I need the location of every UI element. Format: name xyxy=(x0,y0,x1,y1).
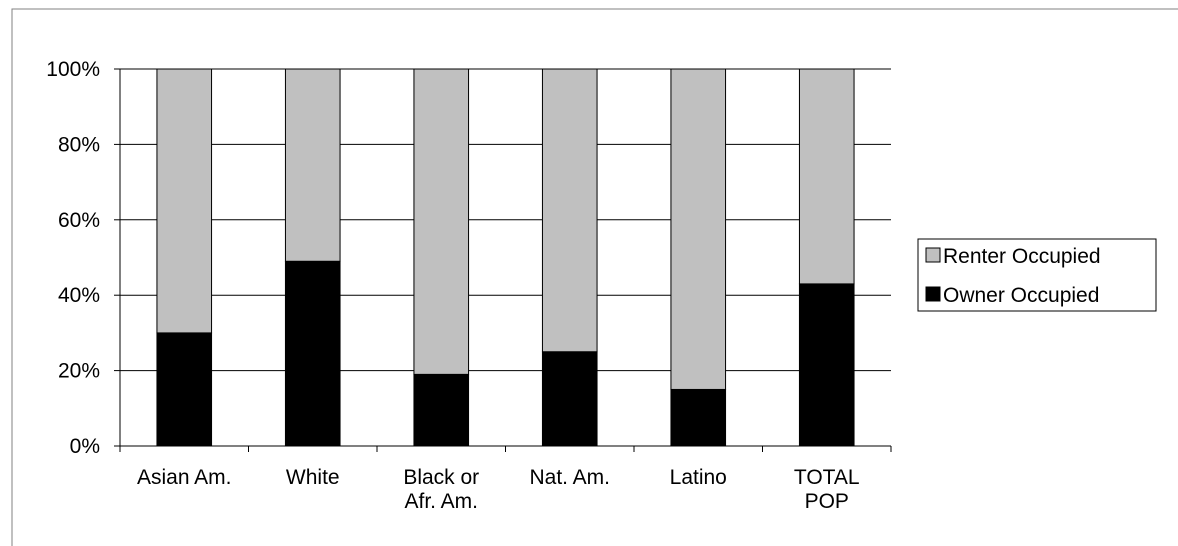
bar-owner-occupied xyxy=(156,332,213,447)
legend-label-owner: Owner Occupied xyxy=(943,284,1099,307)
bar-owner-occupied xyxy=(284,260,341,447)
y-axis-ticks: 0% 20% 40% 60% 80% 100% xyxy=(46,58,120,458)
y-tick-label: 0% xyxy=(70,435,100,458)
gridlines xyxy=(120,68,891,372)
category-label: Latino xyxy=(670,466,727,489)
legend-swatch-renter xyxy=(925,247,941,263)
y-tick-label: 20% xyxy=(58,360,100,383)
category-label: Asian Am. xyxy=(137,466,232,489)
bar-renter-occupied xyxy=(413,68,470,375)
legend: Renter Occupied Owner Occupied xyxy=(917,238,1157,312)
y-tick-label: 80% xyxy=(58,133,100,156)
y-tick-label: 60% xyxy=(58,209,100,232)
bar-renter-occupied xyxy=(798,68,855,285)
y-tick-label: 100% xyxy=(46,58,100,81)
bar-renter-occupied xyxy=(541,68,598,353)
chart-area-border xyxy=(11,8,1178,546)
bar-renter-occupied xyxy=(156,68,213,334)
legend-swatch-owner xyxy=(925,286,941,302)
category-label: TOTAL POP xyxy=(794,466,860,513)
bar-owner-occupied xyxy=(670,388,727,447)
bars xyxy=(156,68,855,447)
legend-label-renter: Renter Occupied xyxy=(943,245,1101,268)
bar-renter-occupied xyxy=(670,68,727,390)
category-label: Nat. Am. xyxy=(529,466,610,489)
category-labels: Asian Am. White Black or Afr. Am. Nat. Am. La… xyxy=(137,466,860,513)
category-label: White xyxy=(286,466,340,489)
bar-owner-occupied xyxy=(798,283,855,447)
axes xyxy=(119,69,891,447)
y-tick-label: 40% xyxy=(58,284,100,307)
x-axis-ticks xyxy=(119,446,892,452)
bar-renter-occupied xyxy=(284,68,341,262)
bar-owner-occupied xyxy=(413,373,470,447)
legend-box xyxy=(917,238,1157,312)
bar-owner-occupied xyxy=(541,351,598,447)
category-label: Black or Afr. Am. xyxy=(403,466,479,513)
